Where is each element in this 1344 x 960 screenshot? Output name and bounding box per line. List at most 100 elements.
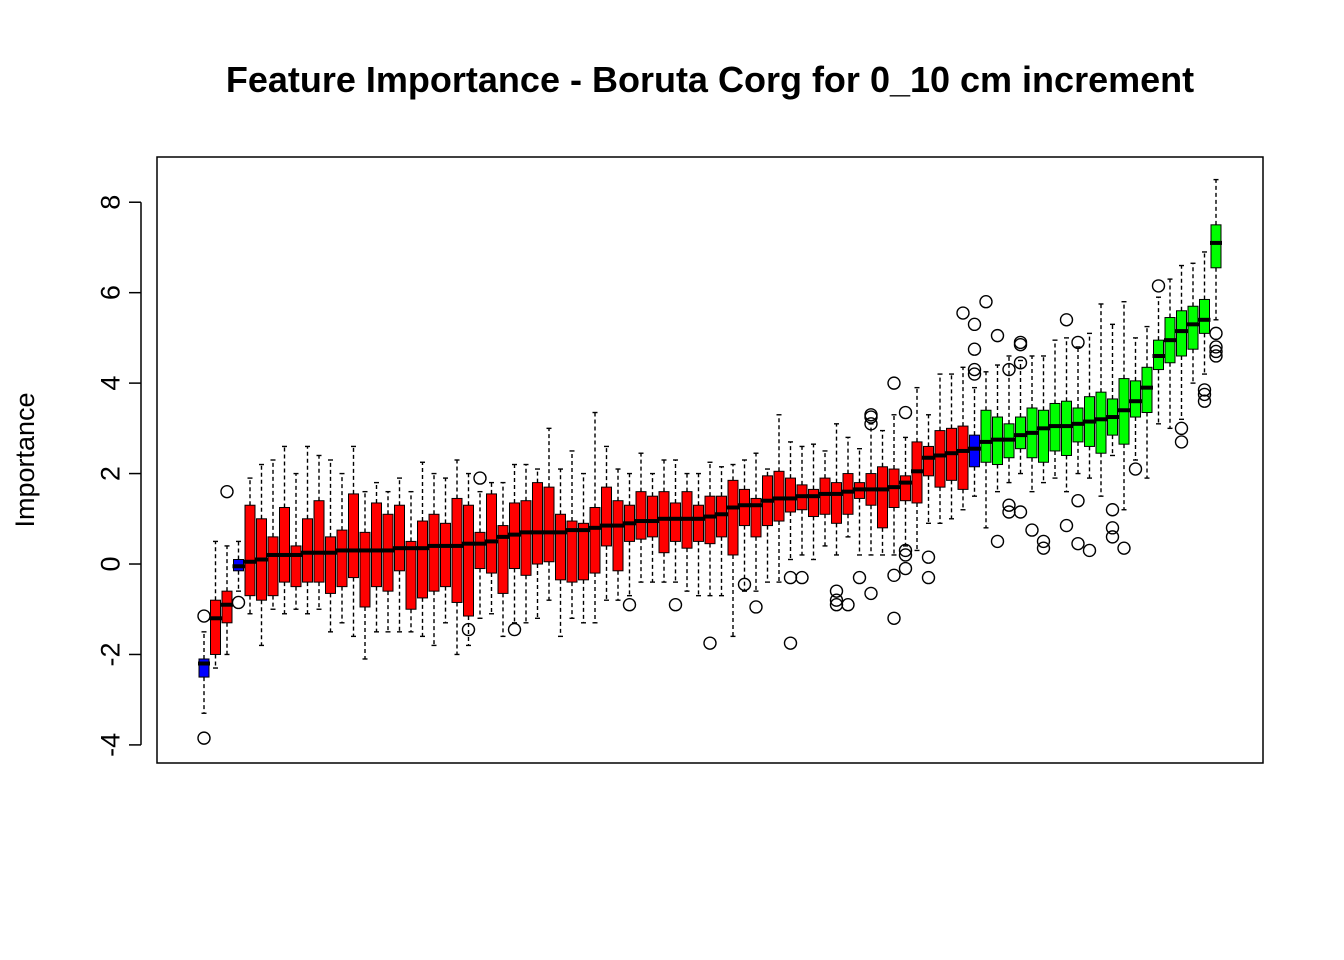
box-70 (990, 328, 1005, 549)
box-57 (841, 436, 855, 612)
outlier-point (829, 593, 844, 607)
box-3 (220, 484, 234, 656)
box-body (785, 477, 796, 513)
outlier-point (622, 598, 637, 612)
box-body (647, 495, 658, 538)
outlier-point (795, 570, 809, 585)
box-body (716, 495, 727, 538)
outlier-point (921, 550, 936, 564)
box-body (831, 482, 842, 524)
outlier-point (898, 405, 913, 420)
box-body (773, 470, 785, 522)
box-body (210, 599, 221, 655)
box-14 (347, 445, 360, 638)
box-87 (1187, 262, 1199, 384)
box-58 (852, 447, 867, 585)
box-72 (1013, 335, 1028, 519)
outlier-point (887, 376, 901, 390)
y-tick-label: 4 (95, 376, 125, 391)
box-body (957, 425, 969, 490)
outlier-point (864, 586, 878, 601)
outlier-point (967, 342, 982, 356)
box-26 (485, 481, 498, 615)
box-80 (1105, 323, 1120, 544)
box-body (221, 590, 233, 624)
outlier-point (220, 484, 234, 499)
box-25 (473, 471, 487, 619)
outlier-point (1002, 362, 1016, 377)
box-59 (864, 408, 878, 601)
outlier-point (197, 609, 211, 623)
box-43 (681, 472, 693, 592)
box-65 (934, 373, 946, 525)
outlier-point (1071, 536, 1085, 551)
box-2 (209, 540, 222, 669)
outlier-point (1002, 498, 1016, 512)
box-body (428, 513, 440, 592)
box-28 (507, 463, 522, 637)
box-body (727, 479, 739, 556)
box-47 (727, 463, 739, 638)
outlier-point (1071, 335, 1085, 350)
box-77 (1071, 335, 1085, 551)
box-44 (692, 472, 705, 597)
box-53 (795, 445, 809, 585)
box-19 (405, 490, 417, 633)
box-body (198, 658, 210, 678)
box-83 (1141, 325, 1153, 479)
box-33 (566, 450, 578, 619)
box-54 (807, 443, 820, 561)
box-body (405, 540, 417, 610)
box-body (819, 477, 831, 515)
box-body (842, 473, 854, 515)
outlier-point (1036, 534, 1051, 549)
box-20 (416, 461, 429, 638)
box-body (589, 506, 601, 574)
outlier-point (979, 295, 993, 309)
box-body (578, 522, 589, 581)
box-body (1095, 391, 1107, 454)
box-16 (370, 481, 383, 633)
box-body (520, 500, 532, 576)
box-body (290, 545, 302, 588)
box-body (1199, 298, 1210, 334)
box-89 (1209, 178, 1223, 363)
outlier-point (829, 584, 844, 598)
box-body (808, 488, 819, 518)
outlier-point (783, 570, 798, 585)
y-tick-label: -2 (95, 642, 125, 666)
box-body (969, 434, 980, 468)
outlier-point (1013, 337, 1028, 352)
box-66 (945, 373, 958, 520)
outlier-point (1151, 279, 1166, 293)
box-76 (1059, 313, 1074, 533)
box-body (934, 430, 946, 488)
box-67 (956, 306, 970, 511)
boxes-group (197, 178, 1223, 745)
outlier-point (967, 362, 982, 377)
box-body (313, 500, 325, 583)
box-56 (829, 423, 844, 612)
outlier-point (852, 570, 867, 585)
box-41 (658, 459, 670, 583)
box-body (555, 513, 566, 581)
box-11 (313, 454, 325, 610)
outlier-point (1059, 518, 1074, 533)
box-81 (1117, 301, 1131, 555)
y-tick-label: 2 (95, 466, 125, 481)
outlier-point (1013, 505, 1028, 519)
box-body (601, 486, 612, 547)
outlier-point (703, 636, 717, 650)
box-71 (1002, 355, 1016, 519)
box-body (670, 502, 681, 542)
box-50 (761, 468, 774, 583)
box-84 (1151, 279, 1166, 425)
outlier-point (956, 306, 970, 320)
box-22 (439, 477, 452, 624)
box-60 (876, 429, 889, 556)
chart-title: Feature Importance - Boruta Corg for 0_1… (226, 59, 1194, 100)
outlier-point (668, 598, 683, 612)
box-49 (749, 452, 763, 614)
box-31 (543, 427, 555, 601)
